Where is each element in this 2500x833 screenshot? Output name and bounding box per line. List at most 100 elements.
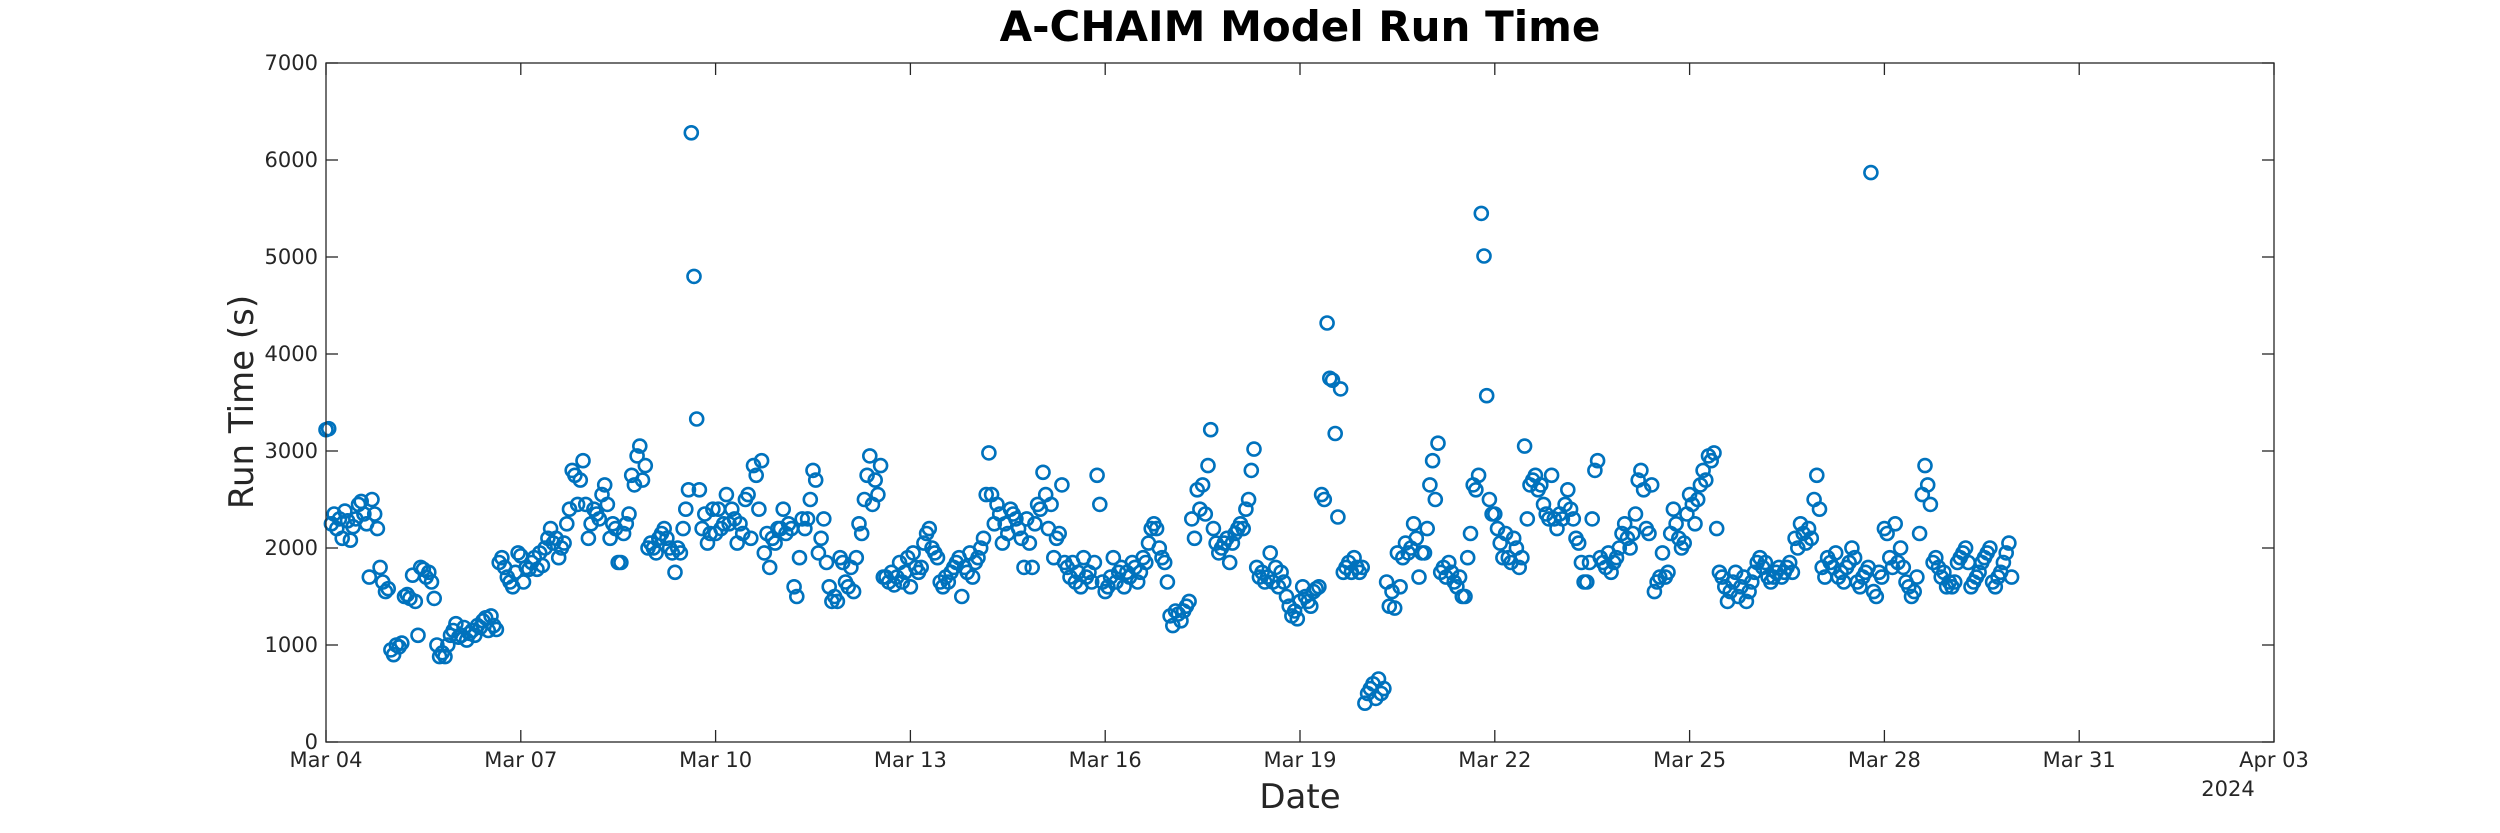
data-point — [1589, 452, 1606, 469]
data-point — [1457, 588, 1473, 605]
data-point — [853, 525, 870, 542]
data-point — [1051, 525, 1067, 542]
data-point — [1092, 496, 1108, 513]
data-point — [618, 515, 635, 532]
data-point — [1221, 554, 1238, 571]
data-point — [1332, 381, 1349, 397]
data-point — [1478, 387, 1495, 404]
data-point — [913, 559, 930, 576]
data-point — [1622, 540, 1638, 556]
data-point — [561, 501, 578, 518]
data-point — [1129, 574, 1146, 590]
x-tick-label: Mar 13 — [874, 748, 947, 772]
data-point — [1998, 545, 2014, 561]
data-point — [753, 452, 770, 469]
data-point — [377, 583, 394, 600]
data-point — [748, 467, 765, 484]
data-point — [1616, 515, 1633, 532]
data-point — [423, 574, 440, 590]
data-point — [1405, 515, 1422, 532]
data-point — [1790, 540, 1806, 556]
data-point — [1535, 496, 1552, 513]
data-point — [1408, 530, 1425, 547]
data-point — [1562, 501, 1579, 518]
data-point — [613, 554, 629, 571]
data-point — [1803, 530, 1820, 547]
data-point — [1738, 593, 1755, 610]
data-point — [1792, 515, 1809, 532]
data-point — [1565, 511, 1582, 527]
data-point — [972, 540, 989, 556]
data-point — [929, 549, 946, 566]
data-point — [851, 515, 867, 532]
data-point — [1603, 564, 1619, 581]
data-point — [1419, 520, 1435, 537]
data-point — [2001, 535, 2017, 551]
data-point — [364, 491, 380, 508]
data-points — [318, 125, 2020, 712]
data-point — [916, 535, 932, 551]
data-point — [1186, 530, 1203, 547]
y-tick-label: 6000 — [265, 148, 318, 172]
data-point — [797, 520, 813, 537]
data-point — [1511, 559, 1527, 576]
data-point — [1505, 530, 1522, 547]
data-point — [556, 535, 572, 551]
data-point — [1200, 457, 1216, 474]
data-point — [1386, 600, 1403, 616]
data-point — [1481, 491, 1498, 508]
data-point — [510, 545, 526, 561]
data-point — [1138, 554, 1154, 571]
data-point — [1424, 452, 1441, 469]
data-point — [656, 520, 673, 537]
data-point — [1224, 535, 1241, 551]
data-point — [1514, 549, 1530, 566]
data-point — [1987, 578, 2004, 595]
data-point — [337, 503, 353, 519]
data-point — [1495, 549, 1511, 566]
data-point — [1392, 578, 1408, 595]
data-point — [1608, 549, 1625, 566]
data-point — [794, 511, 811, 527]
data-point — [1519, 511, 1536, 527]
data-point — [1238, 501, 1254, 518]
data-point — [1148, 520, 1165, 537]
y-tick-label: 4000 — [265, 342, 318, 366]
data-point — [1054, 477, 1070, 493]
data-point — [1573, 554, 1590, 571]
data-point — [1895, 559, 1912, 576]
data-point — [372, 559, 388, 576]
x-axis-year-label: 2024 — [2201, 777, 2254, 801]
data-point — [1070, 564, 1086, 581]
data-point — [1156, 554, 1173, 571]
data-point — [818, 554, 835, 571]
x-tick-label: Mar 07 — [484, 748, 557, 772]
data-point — [1451, 569, 1468, 585]
data-point — [761, 559, 778, 576]
data-point — [1706, 445, 1722, 461]
data-point — [1024, 559, 1040, 576]
data-point — [756, 545, 773, 561]
data-point — [1487, 506, 1503, 522]
data-point — [1083, 574, 1100, 590]
data-point — [1043, 496, 1059, 513]
data-point — [577, 496, 594, 513]
data-point — [1741, 583, 1757, 600]
data-point — [1635, 481, 1652, 498]
data-point — [1013, 530, 1030, 547]
data-point — [634, 472, 651, 488]
data-point — [1665, 501, 1682, 518]
data-point — [380, 580, 397, 597]
data-point — [483, 608, 499, 624]
data-point — [637, 457, 654, 474]
x-tick-label: Mar 16 — [1069, 748, 1142, 772]
data-point — [1303, 598, 1319, 615]
data-point — [621, 506, 637, 522]
data-point — [978, 486, 995, 503]
data-point — [1016, 559, 1032, 576]
data-point — [1086, 554, 1103, 571]
data-point — [1330, 509, 1346, 525]
data-point — [791, 549, 808, 566]
data-point — [1497, 525, 1514, 542]
